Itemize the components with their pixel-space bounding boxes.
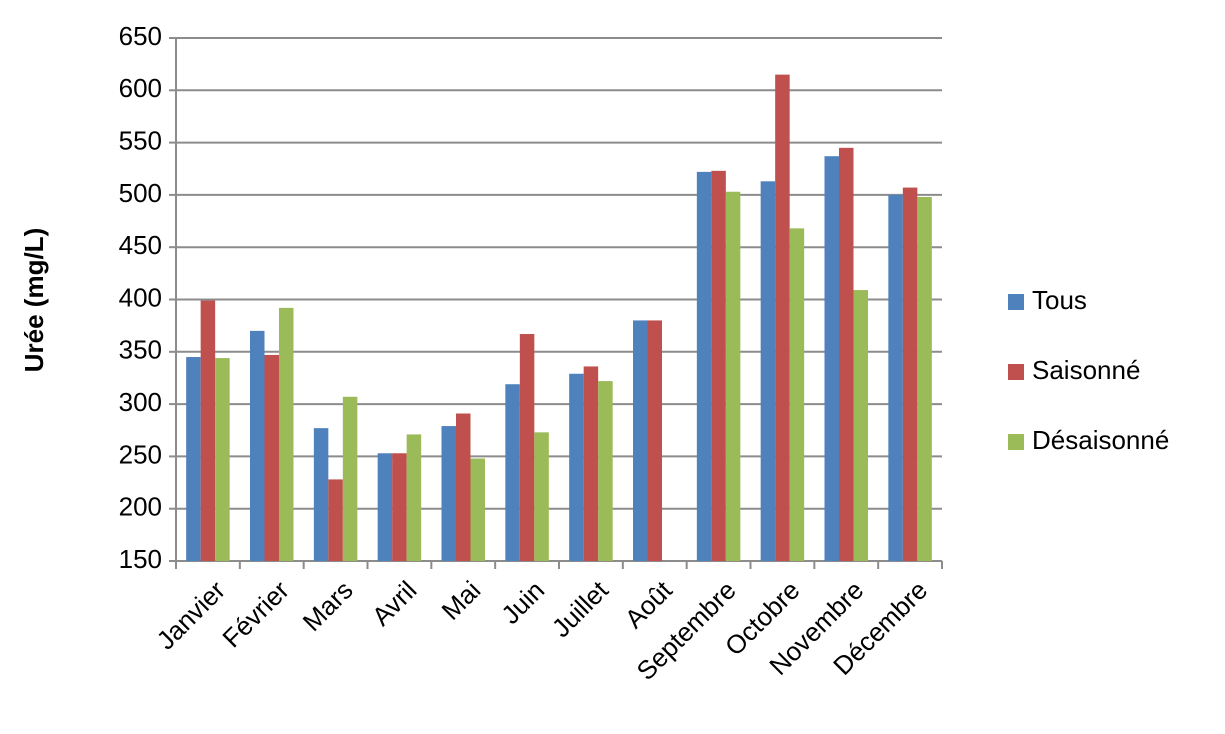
- legend-swatch: [1008, 294, 1024, 310]
- bar: [250, 330, 265, 561]
- x-tick-label: Février: [216, 575, 295, 654]
- bar: [696, 171, 712, 561]
- legend-label: Tous: [1032, 285, 1087, 315]
- bar: [456, 413, 471, 561]
- x-tick-label: Janvier: [151, 575, 232, 656]
- bar: [215, 358, 230, 561]
- bar: [633, 320, 648, 561]
- bar: [760, 181, 776, 561]
- bar: [313, 428, 329, 561]
- bar: [583, 366, 599, 561]
- bar: [470, 458, 485, 561]
- bar: [902, 187, 918, 561]
- x-tick-label: Mars: [297, 575, 359, 637]
- bar: [711, 170, 726, 562]
- bar: [888, 194, 903, 561]
- y-tick-label: 350: [119, 335, 162, 365]
- bar: [186, 357, 201, 561]
- y-tick-label: 400: [119, 282, 162, 312]
- legend-label: Saisonné: [1032, 355, 1140, 385]
- bar: [200, 300, 216, 561]
- bar: [839, 147, 854, 561]
- bar: [647, 320, 662, 561]
- bar: [775, 74, 790, 562]
- legend-label: Désaisonné: [1032, 425, 1169, 455]
- bar: [917, 196, 932, 561]
- bar: [406, 434, 422, 561]
- bar: [264, 354, 279, 561]
- bar: [853, 290, 868, 561]
- y-tick-label: 300: [119, 387, 162, 417]
- bar: [569, 373, 584, 561]
- y-tick-label: 650: [119, 21, 162, 51]
- x-tick-label: Avril: [366, 575, 423, 632]
- bar: [725, 191, 741, 561]
- legend-swatch: [1008, 434, 1024, 450]
- y-tick-label: 500: [119, 178, 162, 208]
- y-axis-label: Urée (mg/L): [19, 228, 49, 372]
- y-tick-label: 200: [119, 492, 162, 522]
- bar: [441, 426, 456, 561]
- bar: [279, 307, 294, 561]
- x-tick-label: Mai: [436, 575, 487, 626]
- bar: [328, 479, 343, 561]
- bar: [505, 384, 520, 561]
- x-tick-label: Juillet: [546, 574, 615, 643]
- y-tick-label: 250: [119, 439, 162, 469]
- bar: [824, 156, 839, 561]
- bar: [519, 334, 535, 561]
- y-tick-label: 550: [119, 125, 162, 155]
- bar: [377, 453, 393, 561]
- bar: [789, 228, 805, 561]
- bar: [392, 453, 407, 561]
- legend-swatch: [1008, 364, 1024, 380]
- x-tick-label: Juin: [495, 575, 550, 630]
- y-tick-label: 600: [119, 73, 162, 103]
- bar: [534, 432, 549, 561]
- bar: [598, 381, 613, 561]
- bar: [342, 396, 358, 561]
- y-tick-label: 450: [119, 230, 162, 260]
- y-tick-label: 150: [119, 544, 162, 574]
